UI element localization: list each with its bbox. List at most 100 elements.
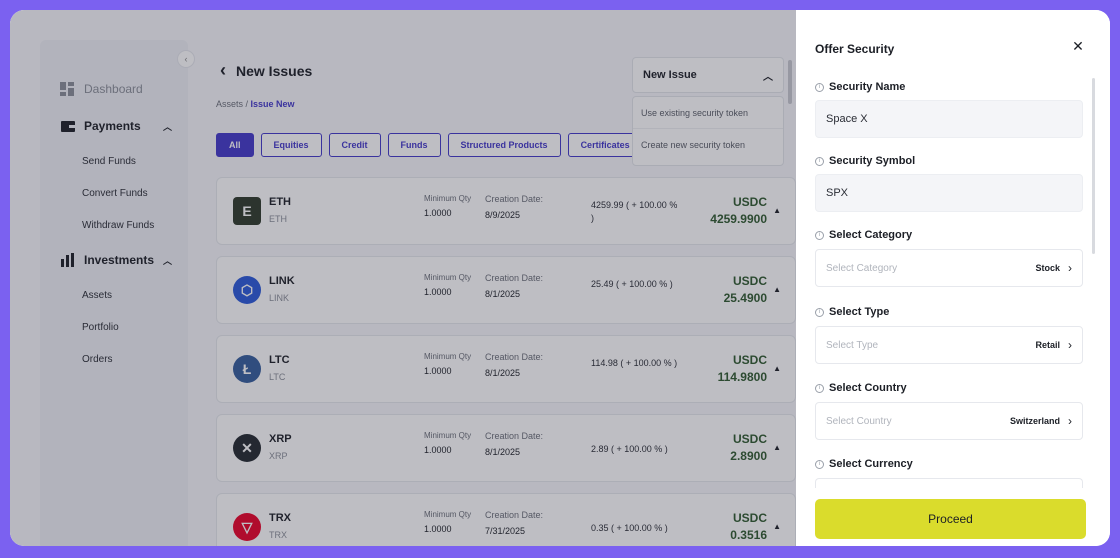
filter-all[interactable]: All <box>216 133 254 157</box>
label-text: Select Currency <box>829 458 913 470</box>
caret-up-icon[interactable]: ▲ <box>773 364 781 373</box>
security-symbol-input[interactable]: SPX <box>815 174 1083 212</box>
creation-date-value: 8/9/2025 <box>485 210 521 220</box>
filter-certificates[interactable]: Certificates <box>567 133 643 157</box>
category-placeholder: Select Category <box>826 262 898 274</box>
sidebar-item-assets[interactable]: Assets <box>82 290 113 301</box>
label-text: Security Name <box>829 81 906 93</box>
min-qty-value: 1.0000 <box>424 524 452 534</box>
min-qty-label: Minimum Qty <box>424 431 472 440</box>
filter-structured-products[interactable]: Structured Products <box>447 133 561 157</box>
caret-up-icon[interactable]: ▲ <box>773 285 781 294</box>
sidebar-group-payments[interactable]: Payments ︿ <box>60 119 172 133</box>
type-label: i Select Type <box>815 306 889 318</box>
sidebar-item-dashboard[interactable]: Dashboard <box>60 82 143 96</box>
creation-date-value: 8/1/2025 <box>485 368 521 378</box>
info-icon: i <box>815 307 824 317</box>
asset-card-xrp[interactable]: ✕ XRP XRP Minimum Qty 1.0000 Creation Da… <box>216 414 796 482</box>
info-icon: i <box>815 156 824 166</box>
sidebar-collapse-button[interactable]: ‹ <box>177 50 195 68</box>
price-change: 114.98 ( + 100.00 % ) <box>591 358 678 368</box>
breadcrumb-current: Issue New <box>250 99 295 109</box>
info-icon: i <box>815 383 824 393</box>
new-issue-menu: Use existing security token Create new s… <box>632 96 784 166</box>
currency-select[interactable] <box>815 478 1083 488</box>
ltc-logo-icon: Ł <box>233 355 261 383</box>
menu-item-create-new-token[interactable]: Create new security token <box>641 140 746 150</box>
menu-item-use-existing-token[interactable]: Use existing security token <box>633 97 783 129</box>
asset-symbol: XRP <box>269 451 288 461</box>
asset-name: LINK <box>269 275 295 287</box>
price-value: 4259.9900 <box>710 212 767 226</box>
asset-price: USDC 4259.9900 <box>710 195 767 226</box>
label-text: Security Symbol <box>829 155 916 167</box>
asset-card-trx[interactable]: ▽ TRX TRX Minimum Qty 1.0000 Creation Da… <box>216 493 796 546</box>
sidebar-item-portfolio[interactable]: Portfolio <box>82 322 119 333</box>
proceed-button[interactable]: Proceed <box>815 499 1086 539</box>
back-arrow-icon[interactable]: ‹ <box>220 60 226 80</box>
chevron-up-icon: ︿ <box>763 71 773 83</box>
sidebar-item-send-funds[interactable]: Send Funds <box>82 156 136 167</box>
sidebar-group-investments[interactable]: Investments ︿ <box>60 253 172 267</box>
caret-up-icon[interactable]: ▲ <box>773 522 781 531</box>
asset-card-ltc[interactable]: Ł LTC LTC Minimum Qty 1.0000 Creation Da… <box>216 335 796 403</box>
type-select[interactable]: Select Type Retail › <box>815 326 1083 364</box>
sidebar-group-label: Investments <box>84 253 155 267</box>
currency-label: i Select Currency <box>815 458 913 470</box>
filter-funds[interactable]: Funds <box>387 133 441 157</box>
breadcrumb: Assets / Issue New <box>216 99 295 109</box>
asset-symbol: LINK <box>269 293 290 303</box>
label-text: Select Country <box>829 382 907 394</box>
caret-up-icon[interactable]: ▲ <box>773 206 781 215</box>
country-selected: Switzerland <box>1009 416 1060 426</box>
country-select[interactable]: Select Country Switzerland › <box>815 402 1083 440</box>
price-currency: USDC <box>732 274 767 288</box>
price-value: 25.4900 <box>723 291 767 305</box>
category-select[interactable]: Select Category Stock › <box>815 249 1083 287</box>
asset-name: ETH <box>269 196 291 208</box>
main-scrollbar[interactable] <box>788 60 792 104</box>
sidebar-group-label: Payments <box>84 119 141 133</box>
close-icon[interactable]: ✕ <box>1072 38 1084 54</box>
asset-card-link[interactable]: ⬡ LINK LINK Minimum Qty 1.0000 Creation … <box>216 256 796 324</box>
breadcrumb-root[interactable]: Assets <box>216 99 244 109</box>
creation-date-value: 8/1/2025 <box>485 447 521 457</box>
creation-date-label: Creation Date: <box>485 431 544 441</box>
sidebar-item-orders[interactable]: Orders <box>82 354 113 365</box>
price-change: 0.35 ( + 100.00 % ) <box>591 523 668 533</box>
asset-card-eth[interactable]: E ETH ETH Minimum Qty 1.0000 Creation Da… <box>216 177 796 245</box>
sidebar-item-label: Dashboard <box>84 82 143 96</box>
asset-price: USDC 0.3516 <box>730 511 767 542</box>
min-qty-value: 1.0000 <box>424 208 452 218</box>
panel-scrollbar[interactable] <box>1092 78 1095 254</box>
info-icon: i <box>815 230 824 240</box>
sidebar-item-withdraw-funds[interactable]: Withdraw Funds <box>82 220 155 231</box>
price-value: 0.3516 <box>730 528 767 542</box>
chevron-right-icon: › <box>1068 261 1072 275</box>
panel-title: Offer Security <box>815 42 895 56</box>
new-issue-label: New Issue <box>643 69 697 81</box>
wallet-icon <box>61 121 75 132</box>
filter-credit[interactable]: Credit <box>328 133 381 157</box>
breadcrumb-separator: / <box>243 99 251 109</box>
xrp-logo-icon: ✕ <box>233 434 261 462</box>
creation-date-label: Creation Date: <box>485 273 544 283</box>
type-selected: Retail <box>1035 340 1060 350</box>
price-currency: USDC <box>732 432 767 446</box>
caret-up-icon[interactable]: ▲ <box>773 443 781 452</box>
app-frame: ‹ Dashboard Payments ︿ Send Funds Conver… <box>10 10 1110 546</box>
modal-overlay[interactable] <box>10 10 796 546</box>
sidebar-item-convert-funds[interactable]: Convert Funds <box>82 188 148 199</box>
price-currency: USDC <box>732 353 767 367</box>
link-logo-icon: ⬡ <box>233 276 261 304</box>
security-name-input[interactable]: Space X <box>815 100 1083 138</box>
filter-equities[interactable]: Equities <box>260 133 322 157</box>
trx-logo-icon: ▽ <box>233 513 261 541</box>
main-app: ‹ Dashboard Payments ︿ Send Funds Conver… <box>10 10 796 546</box>
min-qty-value: 1.0000 <box>424 366 452 376</box>
price-value: 114.9800 <box>717 370 767 384</box>
asset-name: TRX <box>269 512 291 524</box>
bar-chart-icon <box>61 253 74 267</box>
price-change: 2.89 ( + 100.00 % ) <box>591 444 668 454</box>
new-issue-dropdown[interactable]: New Issue ︿ <box>632 57 784 93</box>
